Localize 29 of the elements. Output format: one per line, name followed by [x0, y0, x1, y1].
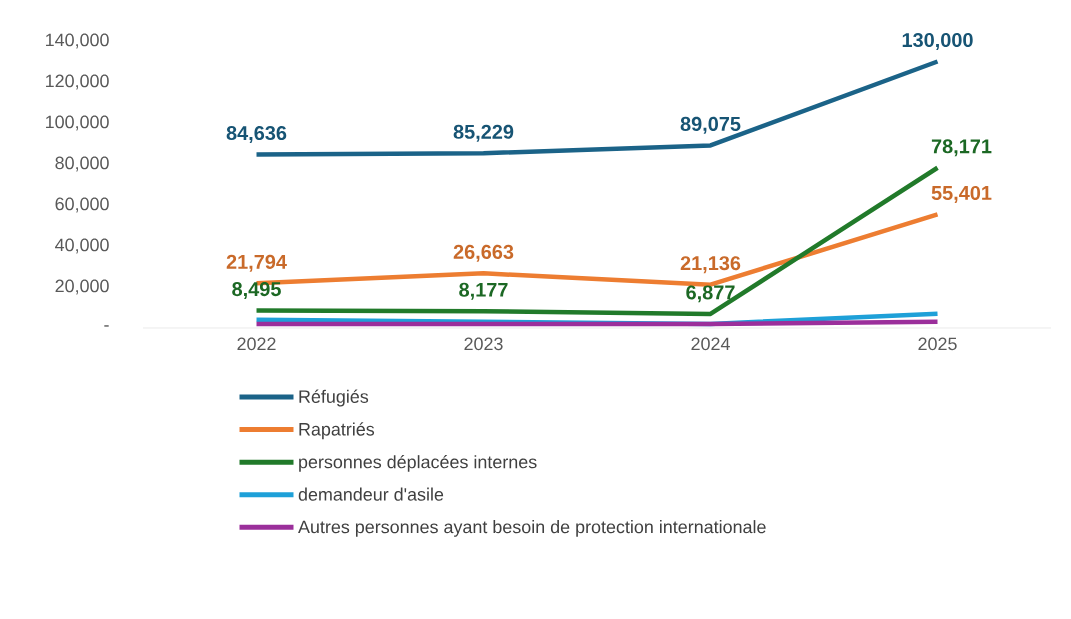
x-tick-label: 2023 [464, 337, 503, 351]
legend-label: demandeur d'asile [298, 487, 444, 501]
data-label: 89,075 [680, 116, 741, 134]
data-label: 85,229 [453, 124, 514, 142]
y-tick-label: 40,000 [55, 238, 109, 254]
data-label: 21,794 [226, 254, 287, 272]
x-tick-label: 2025 [918, 337, 957, 351]
legend-label: personnes déplacées internes [299, 454, 537, 472]
data-label: 130,000 [902, 32, 973, 50]
y-tick-label: 20,000 [55, 279, 109, 295]
data-label: 78,171 [931, 139, 992, 157]
y-tick-label: 140,000 [46, 33, 109, 49]
legend-label: Autres personnes ayant besoin de protection internationale [298, 520, 766, 537]
data-label: 26,663 [453, 244, 514, 262]
data-label: 8,177 [459, 282, 508, 300]
data-label: 8,495 [232, 282, 281, 300]
legend-label: Rapatriés [299, 422, 375, 440]
y-tick-label: 80,000 [55, 156, 109, 172]
y-tick-label: 120,000 [46, 74, 109, 90]
data-label: 6,877 [686, 285, 735, 303]
x-tick-label: 2024 [691, 337, 730, 351]
y-tick-label: 100,000 [46, 115, 109, 131]
data-label: 55,401 [931, 185, 992, 203]
data-label: 84,636 [226, 125, 287, 143]
legend-label: Réfugiés [299, 389, 369, 407]
x-tick-label: 2022 [237, 337, 276, 351]
data-label: 21,136 [680, 256, 741, 274]
y-tick-label: - [104, 325, 109, 327]
y-tick-label: 60,000 [55, 197, 109, 213]
